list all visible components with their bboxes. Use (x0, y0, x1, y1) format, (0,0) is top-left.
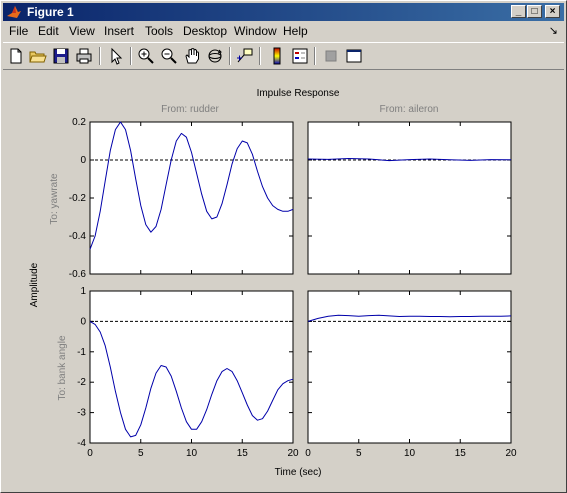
menu-desktop[interactable]: Desktop (183, 24, 228, 38)
close-icon: × (549, 6, 556, 17)
axes-rudder-bank-angle[interactable]: 10-1-2-3-40 5 10 15 20 (77, 286, 299, 459)
y-tick-label: 0.2 (72, 117, 86, 128)
x-tick-label: 20 (505, 448, 517, 459)
x-tick-label: 20 (287, 448, 299, 459)
toolbar-separator (314, 47, 316, 65)
maximize-icon: □ (531, 6, 538, 17)
y-tick-label: -3 (77, 408, 86, 419)
menu-bar: File Edit View Insert Tools Desktop Wind… (3, 22, 564, 41)
response-line (89, 121, 294, 250)
minimize-icon: _ (515, 6, 522, 17)
window-title: Figure 1 (27, 5, 74, 19)
hide-plot-tools-icon[interactable] (321, 46, 341, 66)
new-file-icon[interactable] (6, 46, 26, 66)
legend-icon[interactable] (290, 46, 310, 66)
figure-toolbar (3, 42, 564, 70)
close-button[interactable]: × (545, 5, 560, 18)
menu-file[interactable]: File (9, 24, 29, 38)
x-tick-label: 0 (87, 448, 93, 459)
axes-background (307, 290, 512, 444)
toolbar-separator (99, 47, 101, 65)
save-icon[interactable] (51, 46, 71, 66)
chart-title: Impulse Response (257, 88, 340, 99)
axes-rudder-yawrate[interactable]: 0.2 0 -0.2 -0.4 -0.6 (69, 117, 294, 280)
menu-help[interactable]: Help (283, 24, 308, 38)
data-cursor-icon[interactable] (235, 46, 255, 66)
pan-hand-icon[interactable] (182, 46, 202, 66)
axes-background (89, 290, 294, 444)
y-tick-label: 0 (80, 316, 86, 327)
title-bar[interactable]: Figure 1 _ □ × (3, 3, 564, 21)
open-folder-icon[interactable] (28, 46, 48, 66)
menu-tools[interactable]: Tools (145, 24, 174, 38)
dock-arrow-icon[interactable]: ↘ (548, 25, 558, 37)
print-icon[interactable] (74, 46, 94, 66)
x-tick-label: 5 (138, 448, 144, 459)
response-line (89, 320, 294, 438)
input-label-1: From: aileron (380, 104, 439, 115)
x-axis-label: Time (sec) (275, 467, 322, 478)
y-tick-label: 0 (80, 155, 86, 166)
toolbar-separator (259, 47, 261, 65)
x-tick-label: 5 (356, 448, 362, 459)
axes-background (307, 121, 512, 275)
axes-aileron-yawrate[interactable] (307, 121, 512, 275)
y-tick-label: 1 (80, 286, 86, 297)
maximize-button[interactable]: □ (527, 5, 542, 18)
response-line (307, 314, 512, 322)
show-plot-tools-icon[interactable] (344, 46, 364, 66)
x-tick-label: 15 (237, 448, 249, 459)
matlab-logo-icon (7, 6, 21, 18)
colorbar-icon[interactable] (267, 46, 287, 66)
arrow-pointer-icon[interactable] (106, 46, 126, 66)
menu-insert[interactable]: Insert (104, 24, 135, 38)
y-tick-label: -4 (77, 438, 86, 449)
x-tick-label: 10 (404, 448, 416, 459)
menu-window[interactable]: Window (234, 24, 277, 38)
menu-edit[interactable]: Edit (38, 24, 59, 38)
rotate-3d-icon[interactable] (205, 46, 225, 66)
output-label-0: To: yawrate (49, 173, 60, 225)
toolbar-separator (229, 47, 231, 65)
zoom-out-icon[interactable] (159, 46, 179, 66)
axes-aileron-bank-angle[interactable]: 0 5 10 15 20 (305, 290, 517, 459)
x-tick-label: 0 (305, 448, 311, 459)
axes-background (89, 121, 294, 275)
x-tick-label: 10 (186, 448, 198, 459)
x-tick-label: 15 (455, 448, 467, 459)
y-tick-label: -1 (77, 347, 86, 358)
y-axis-label: Amplitude (29, 262, 40, 307)
menu-view[interactable]: View (69, 24, 95, 38)
response-line (307, 158, 512, 162)
zoom-in-icon[interactable] (136, 46, 156, 66)
minimize-button[interactable]: _ (511, 5, 526, 18)
toolbar-separator (130, 47, 132, 65)
y-tick-label: -2 (77, 377, 86, 388)
input-label-0: From: rudder (161, 104, 219, 115)
output-label-1: To: bank angle (57, 335, 68, 400)
y-tick-label: -0.4 (69, 231, 87, 242)
impulse-response-figure: Impulse Response From: rudder From: aile… (29, 88, 517, 478)
y-tick-label: -0.2 (69, 193, 87, 204)
y-tick-label: -0.6 (69, 269, 87, 280)
